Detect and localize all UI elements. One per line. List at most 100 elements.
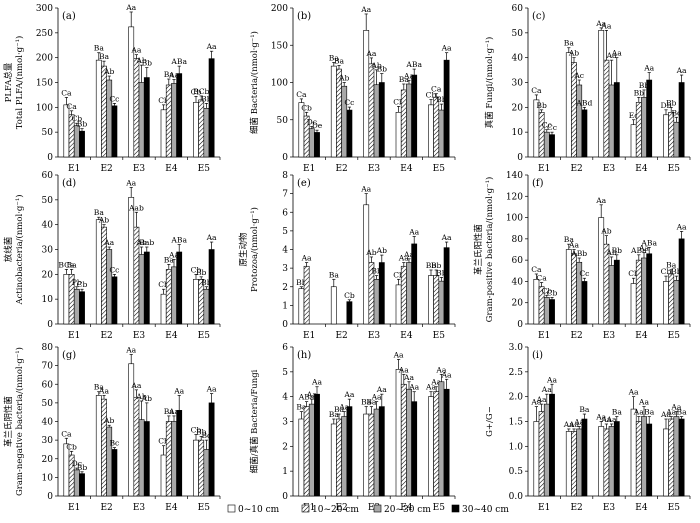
bar-e3-0-10cm — [363, 413, 370, 497]
y-tick-label: 8 — [282, 171, 288, 181]
panel-e: 0 1 2 3 4 5 6 7 8 (e) 原生动物 Protozoa/(nmol·g⁻¹) E1 Bb A… — [238, 171, 456, 341]
significance-label: Aa — [393, 350, 404, 359]
legend-item-30-40cm: 30~40 cm — [451, 504, 509, 515]
significance-label: Ab — [605, 248, 616, 257]
legend-label: 20~30 cm — [384, 505, 431, 515]
y-axis-label: 革兰氏阳性菌 — [473, 224, 484, 275]
significance-label: Bb — [296, 278, 307, 287]
significance-label: Cc — [344, 98, 354, 107]
significance-label: Ba — [399, 75, 410, 84]
bar-e3-30-40cm — [613, 259, 620, 325]
y-axis-label: Actinobacteria/(nmol·g⁻¹) — [14, 194, 25, 305]
y-tick-label: 60 — [512, 256, 524, 266]
x-tick-label: E3 — [133, 164, 146, 174]
x-tick-label: E1 — [68, 331, 80, 341]
y-tick-label: 20 — [42, 270, 54, 280]
y-tick-label: 0 — [47, 492, 53, 502]
significance-label: Cb — [191, 265, 202, 274]
bar-e1-20-30cm — [543, 131, 550, 158]
bar-e2-30-40cm — [346, 406, 353, 497]
significance-label: Aa — [371, 393, 382, 402]
significance-label: Ab — [103, 416, 114, 425]
legend-item-20-30cm: 20~30 cm — [373, 504, 431, 515]
significance-label: Bc — [109, 439, 119, 448]
bar-e2-10-20cm — [336, 418, 342, 497]
y-tick-label: 150 — [271, 41, 288, 51]
y-tick-label: 140 — [506, 171, 523, 181]
bar-e3-20-30cm — [608, 84, 615, 158]
bar-e4-10-20cm — [165, 269, 172, 325]
panel-f: 0 20 40 60 80 100 120 140 (f) 革兰氏阳性菌 Gram-positive… — [473, 171, 691, 341]
legend-item-10-20cm: 10~20 cm — [301, 504, 359, 515]
bar-e5-10-20cm — [198, 439, 205, 497]
y-tick-label: 30 — [512, 79, 524, 89]
y-tick-label: 2.0 — [509, 393, 524, 403]
significance-label: Aa — [606, 51, 617, 60]
panel-a: 0 50 100 150 200 250 300 (a) PLFA总量 Total PLFA/(n… — [3, 3, 221, 174]
significance-label: Aa — [398, 254, 409, 263]
legend-swatch — [451, 504, 460, 513]
significance-label: Aa — [530, 398, 541, 407]
x-tick-label: E5 — [198, 331, 211, 341]
x-tick-label: E3 — [133, 503, 146, 513]
bar-e5-0-10cm — [193, 439, 199, 497]
significance-label: Bb — [436, 268, 447, 277]
significance-label: Cc — [109, 94, 119, 103]
bar-e4-30-40cm — [411, 74, 418, 158]
significance-label: Ba — [67, 260, 78, 269]
significance-label: Ab — [103, 67, 114, 76]
x-tick-label: E1 — [303, 331, 315, 341]
bar-e3-10-20cm — [133, 396, 140, 497]
bar-e1-30-40cm — [549, 299, 555, 325]
x-tick-label: E5 — [433, 164, 446, 174]
significance-label: Aa — [103, 238, 114, 247]
legend-label: 0~10 cm — [238, 505, 280, 515]
bar-e3-10-20cm — [603, 59, 610, 158]
y-tick-label: 1.0 — [509, 442, 524, 452]
bar-e4-20-30cm — [171, 266, 177, 325]
significance-label: Bb — [201, 94, 212, 103]
x-tick-label: E3 — [368, 164, 381, 174]
significance-label: Aa — [376, 385, 387, 394]
x-tick-label: E1 — [538, 503, 550, 513]
significance-label: Ab — [600, 227, 611, 236]
y-tick-label: 100 — [506, 214, 523, 224]
y-tick-label: 0 — [47, 153, 53, 163]
bar-e3-10-20cm — [368, 63, 375, 158]
significance-label: Bb — [196, 268, 207, 277]
legend-item-0-10cm: 0~10 cm — [227, 504, 280, 515]
y-tick-label: 2 — [282, 442, 288, 452]
significance-label: Aa — [125, 178, 136, 187]
bar-e5-30-40cm — [443, 247, 450, 325]
bar-e5-0-10cm — [428, 275, 434, 325]
bar-e5-10-20cm — [433, 275, 440, 325]
bar-e1-30-40cm — [314, 132, 320, 158]
bar-e5-30-40cm — [678, 418, 685, 497]
significance-label: Aa — [441, 370, 452, 379]
y-tick-label: 20 — [512, 299, 524, 309]
significance-label: Aa — [670, 403, 681, 412]
bar-e5-0-10cm — [193, 278, 199, 325]
significance-label: Ab — [135, 392, 146, 401]
significance-label: Ca — [531, 86, 542, 95]
significance-label: Aa — [301, 254, 312, 263]
significance-label: Ca — [296, 90, 307, 99]
bar-e3-10-20cm — [603, 428, 610, 497]
bar-e2-20-30cm — [341, 416, 348, 497]
bar-e1-0-10cm — [63, 443, 70, 497]
significance-label: Bc — [671, 108, 681, 117]
bar-e4-30-40cm — [176, 251, 183, 325]
significance-label: Aa — [595, 196, 606, 205]
panel-label: (e) — [297, 178, 311, 189]
bar-e2-10-20cm — [101, 398, 107, 497]
bar-e5-30-40cm — [678, 238, 685, 325]
significance-label: ABa — [405, 60, 422, 69]
bar-e3-0-10cm — [363, 204, 370, 325]
significance-label: Aa — [168, 71, 179, 80]
significance-label: Ca — [431, 85, 442, 94]
significance-label: Ba — [164, 255, 175, 264]
y-tick-label: 4 — [282, 393, 288, 403]
y-tick-label: 0 — [282, 153, 288, 163]
bar-e4-20-30cm — [171, 83, 177, 158]
bar-e2-10-20cm — [101, 65, 107, 158]
